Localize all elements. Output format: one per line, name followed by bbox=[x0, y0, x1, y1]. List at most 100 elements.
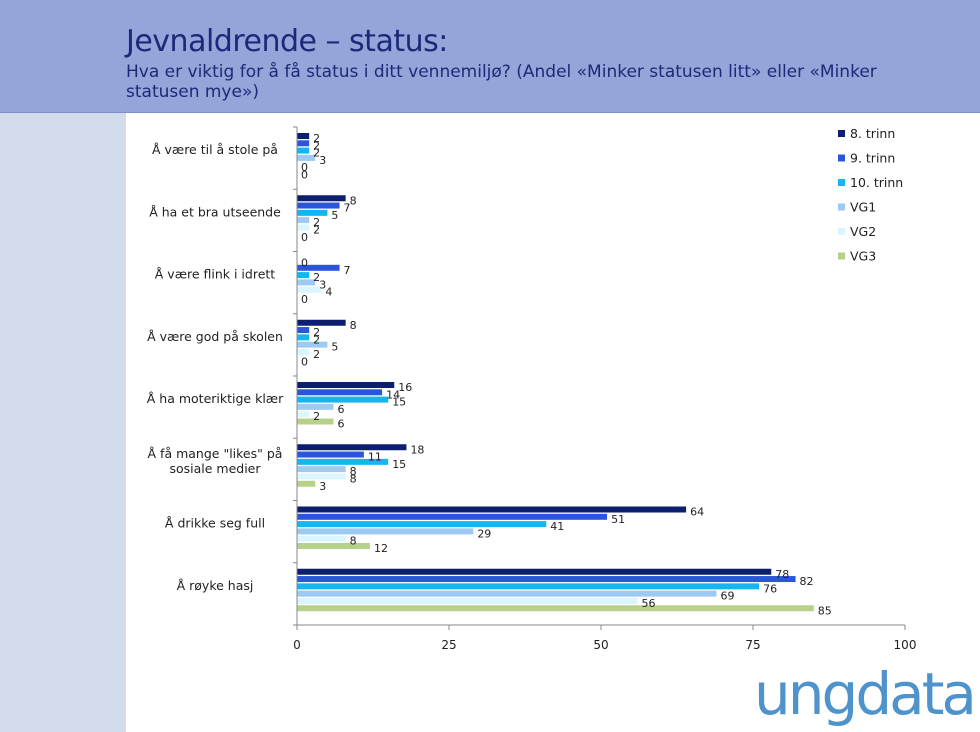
value-label: 0 bbox=[301, 231, 308, 244]
legend-label: VG1 bbox=[850, 200, 876, 215]
value-label: 7 bbox=[344, 264, 351, 277]
bar bbox=[297, 605, 814, 612]
bar bbox=[297, 396, 389, 403]
category-label: Å drikke seg full bbox=[165, 516, 265, 531]
category-label: Å være til å stole på bbox=[152, 142, 278, 157]
value-label: 2 bbox=[313, 223, 320, 236]
value-label: 2 bbox=[313, 147, 320, 160]
value-label: 2 bbox=[313, 139, 320, 152]
bar bbox=[297, 319, 346, 326]
x-tick-label: 0 bbox=[293, 638, 301, 652]
title-banner: Jevnaldrende – status: Hva er viktig for… bbox=[0, 0, 980, 113]
bar bbox=[297, 264, 340, 271]
bar bbox=[297, 382, 395, 388]
value-label: 14 bbox=[386, 388, 400, 401]
bar bbox=[297, 348, 310, 355]
value-label: 12 bbox=[374, 542, 388, 555]
category-label: Å ha moteriktige klær bbox=[147, 391, 284, 406]
x-tick-label: 50 bbox=[593, 638, 608, 652]
value-label: 0 bbox=[301, 293, 308, 306]
legend-swatch bbox=[838, 179, 845, 186]
category-label: Å være flink i idrett bbox=[155, 267, 276, 282]
slide-title: Jevnaldrende – status: bbox=[126, 24, 448, 59]
value-label-group: 2223008752200723408225201614156261811158… bbox=[301, 132, 832, 617]
value-label: 64 bbox=[690, 506, 704, 519]
value-label: 51 bbox=[611, 513, 625, 526]
bar bbox=[297, 590, 717, 597]
bar bbox=[297, 224, 310, 231]
category-label: Å være god på skolen bbox=[147, 329, 283, 344]
legend-label: 8. trinn bbox=[850, 126, 895, 141]
value-label: 5 bbox=[331, 341, 338, 354]
value-label: 3 bbox=[319, 278, 326, 291]
bar bbox=[297, 458, 389, 465]
x-tick-label: 25 bbox=[441, 638, 456, 652]
bar bbox=[297, 444, 407, 451]
bar bbox=[297, 154, 316, 161]
bar-group bbox=[297, 133, 814, 612]
bar bbox=[297, 341, 328, 348]
bar bbox=[297, 528, 474, 535]
x-tick-label: 100 bbox=[894, 638, 917, 652]
legend-swatch bbox=[838, 228, 845, 235]
bar bbox=[297, 543, 370, 549]
bar bbox=[297, 597, 638, 604]
legend-swatch bbox=[838, 203, 845, 211]
bar bbox=[297, 279, 316, 286]
legend-label: 10. trinn bbox=[850, 175, 903, 190]
legend-swatch bbox=[838, 130, 845, 137]
axes-group: 0 25 50 75 100 bbox=[293, 126, 917, 652]
value-label: 0 bbox=[301, 169, 308, 182]
category-label: Å ha et bra utseende bbox=[149, 204, 281, 219]
bar bbox=[297, 217, 310, 224]
bar bbox=[297, 535, 346, 542]
bar bbox=[297, 195, 346, 202]
value-label: 69 bbox=[721, 590, 735, 603]
value-label: 2 bbox=[313, 326, 320, 339]
bar bbox=[297, 147, 310, 154]
bar bbox=[297, 583, 760, 590]
value-label: 6 bbox=[337, 418, 344, 431]
value-label: 2 bbox=[313, 410, 320, 423]
value-label: 2 bbox=[313, 271, 320, 284]
bar bbox=[297, 286, 322, 293]
slide-subtitle: Hva er viktig for å få status i ditt ven… bbox=[126, 62, 877, 102]
bar bbox=[297, 466, 346, 473]
value-label: 2 bbox=[313, 132, 320, 145]
value-label: 16 bbox=[398, 381, 412, 394]
bar bbox=[297, 209, 328, 216]
legend-swatch bbox=[838, 252, 845, 260]
value-label: 15 bbox=[392, 396, 406, 409]
bar bbox=[297, 389, 383, 396]
value-label: 5 bbox=[331, 209, 338, 222]
bar bbox=[297, 272, 310, 279]
value-label: 3 bbox=[319, 154, 326, 167]
bar bbox=[297, 451, 364, 458]
value-label: 15 bbox=[392, 458, 406, 471]
value-label: 11 bbox=[368, 451, 382, 464]
value-label: 6 bbox=[337, 403, 344, 416]
legend-label: VG2 bbox=[850, 224, 876, 239]
value-label: 76 bbox=[763, 582, 777, 595]
value-label: 7 bbox=[344, 202, 351, 215]
value-label: 0 bbox=[301, 257, 308, 270]
value-label: 8 bbox=[350, 319, 357, 332]
value-label: 0 bbox=[301, 355, 308, 368]
category-label: sosiale medier bbox=[169, 461, 261, 476]
value-label: 4 bbox=[325, 286, 332, 299]
value-label: 18 bbox=[410, 443, 424, 456]
bar bbox=[297, 327, 310, 334]
value-label: 78 bbox=[775, 568, 789, 581]
legend: 8. trinn 9. trinn 10. trinn VG1 VG2 VG3 bbox=[838, 126, 903, 264]
value-label: 8 bbox=[350, 194, 357, 207]
bar bbox=[297, 521, 547, 528]
category-label: Å få mange "likes" på bbox=[148, 446, 283, 461]
x-tick-label: 75 bbox=[745, 638, 760, 652]
bar bbox=[297, 133, 310, 139]
legend-swatch bbox=[838, 154, 845, 162]
value-label: 56 bbox=[641, 597, 655, 610]
value-label: 29 bbox=[477, 527, 491, 540]
value-label: 41 bbox=[550, 520, 564, 533]
